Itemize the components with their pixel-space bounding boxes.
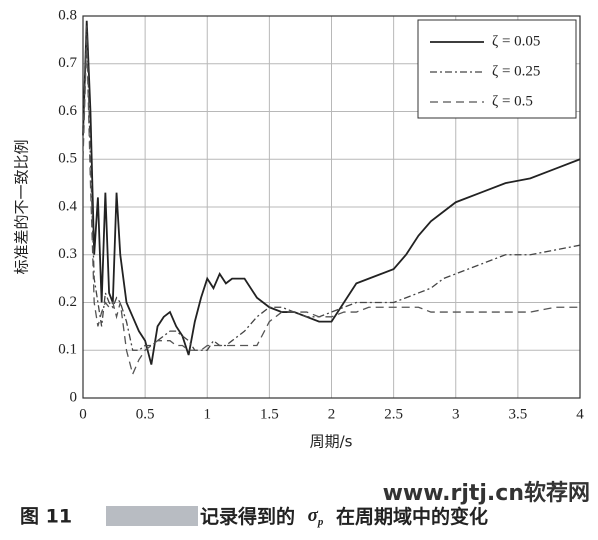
y-tick-label: 0.2 [58, 294, 77, 310]
legend-label: ζ = 0.05 [492, 33, 540, 49]
x-tick-label: 1.5 [260, 406, 279, 422]
x-tick-label: 3.5 [509, 406, 528, 422]
y-tick-label: 0.1 [58, 342, 77, 358]
blurred-text [106, 506, 198, 526]
x-tick-label: 0.5 [136, 406, 155, 422]
figure-label: 图 11 [20, 506, 72, 528]
x-tick-label: 2.5 [384, 406, 403, 422]
caption: 记录得到的 σp 在周期域中的变化 [200, 505, 488, 533]
y-tick-label: 0.6 [58, 103, 77, 119]
x-tick-label: 4 [576, 406, 584, 422]
y-tick-label: 0.8 [58, 7, 77, 23]
plot-frame [82, 15, 581, 399]
y-tick-label: 0.5 [58, 151, 77, 167]
x-tick-label: 2 [328, 406, 336, 422]
caption-subscript: p [317, 516, 324, 528]
caption-text: 记录得到的 [200, 505, 295, 528]
legend-label: ζ = 0.25 [492, 63, 540, 79]
legend-label: ζ = 0.5 [492, 93, 533, 109]
y-axis-label: 标准差的不一致比例 [13, 139, 31, 274]
y-tick-label: 0 [70, 389, 78, 405]
watermark: www.rjtj.cn软荐网 [383, 480, 590, 506]
y-tick-label: 0.3 [58, 246, 77, 262]
x-tick-label: 0 [79, 406, 87, 422]
caption-text: 在周期域中的变化 [336, 505, 488, 528]
y-tick-label: 0.4 [58, 198, 77, 214]
x-axis-label: 周期/s [310, 433, 353, 451]
caption-symbol: σ [308, 505, 319, 526]
x-tick-label: 1 [204, 406, 212, 422]
data-line [82, 39, 580, 377]
data-line [82, 20, 581, 365]
x-tick-label: 3 [452, 406, 460, 422]
y-tick-label: 0.7 [58, 55, 77, 71]
data-line [82, 25, 581, 351]
